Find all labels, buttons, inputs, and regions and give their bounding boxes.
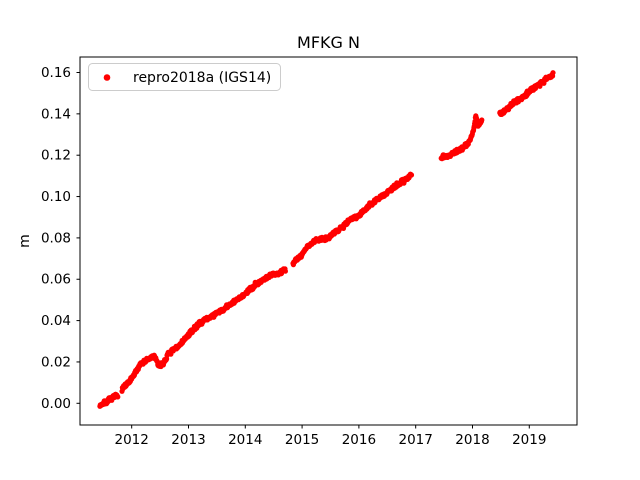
y-tick-label: 0.00 <box>41 396 71 412</box>
y-tick-label: 0.10 <box>41 189 71 205</box>
y-axis-label: m <box>17 234 33 248</box>
x-tick-label: 2019 <box>512 432 546 448</box>
y-tick-label: 0.16 <box>41 65 71 81</box>
legend-box <box>88 63 281 91</box>
x-axis: 2012 2013 2014 2015 2016 2017 2018 2019 <box>115 425 546 448</box>
scatter-series-repro2018a <box>97 70 556 409</box>
x-tick-label: 2016 <box>342 432 376 448</box>
legend-entry-label: repro2018a (IGS14) <box>133 70 271 86</box>
y-tick-label: 0.08 <box>41 230 71 246</box>
x-tick-label: 2017 <box>399 432 433 448</box>
y-tick-label: 0.04 <box>41 313 71 329</box>
x-tick-label: 2014 <box>228 432 262 448</box>
x-tick-label: 2012 <box>115 432 149 448</box>
y-tick-label: 0.14 <box>41 106 71 122</box>
y-tick-label: 0.02 <box>41 354 71 370</box>
y-tick-label: 0.06 <box>41 272 71 288</box>
axes-frame <box>79 56 578 426</box>
data-point <box>479 117 485 123</box>
y-tick-label: 0.12 <box>41 148 71 164</box>
x-tick-label: 2015 <box>285 432 319 448</box>
x-tick-label: 2013 <box>171 432 205 448</box>
data-point <box>550 70 556 76</box>
legend: repro2018a (IGS14) <box>88 63 281 91</box>
y-axis: 0.00 0.02 0.04 0.06 0.08 0.10 0.12 0.14 0.16 <box>41 65 80 412</box>
legend-marker-dot-icon <box>103 74 111 81</box>
data-point <box>282 268 288 274</box>
x-tick-label: 2018 <box>455 432 489 448</box>
chart-title: MFKG N <box>297 33 360 52</box>
data-point <box>115 394 121 400</box>
data-point <box>408 172 415 178</box>
